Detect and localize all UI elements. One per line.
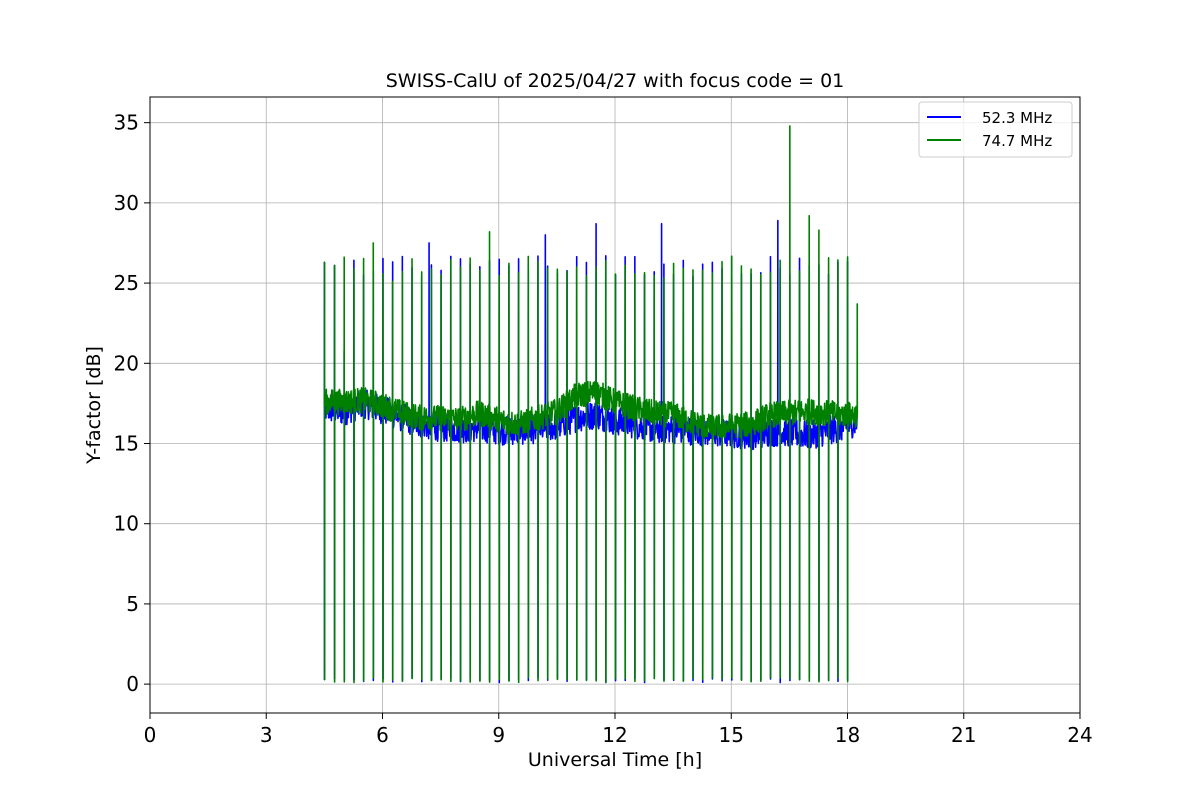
y-tick-label: 35 (114, 111, 139, 135)
legend: 52.3 MHz 74.7 MHz (918, 101, 1073, 158)
legend-box (918, 101, 1073, 158)
y-tick-label: 25 (114, 271, 139, 295)
x-tick-label: 12 (602, 723, 627, 747)
series-line-74-7-mhz (323, 125, 859, 684)
x-tick-label: 18 (835, 723, 860, 747)
x-tick-label: 21 (951, 723, 976, 747)
x-tick-label: 0 (144, 723, 157, 747)
y-tick-label: 30 (114, 191, 139, 215)
x-tick-label: 15 (719, 723, 744, 747)
legend-label-74-7: 74.7 MHz (982, 132, 1052, 150)
x-tick-label: 3 (260, 723, 273, 747)
y-axis-label: Y-factor [dB] (83, 346, 105, 465)
y-tick-label: 15 (114, 432, 139, 456)
y-tick-label: 5 (126, 592, 139, 616)
y-tick-label: 20 (114, 351, 139, 375)
x-tick-label: 6 (376, 723, 389, 747)
series-layer (323, 125, 859, 684)
legend-label-52-3: 52.3 MHz (982, 109, 1052, 127)
x-tick-label: 24 (1067, 723, 1092, 747)
y-tick-label: 10 (114, 512, 139, 536)
chart-title: SWISS-CalU of 2025/04/27 with focus code… (386, 70, 845, 92)
x-tick-label: 9 (492, 723, 505, 747)
x-axis-label: Universal Time [h] (528, 749, 702, 771)
y-tick-label: 0 (126, 672, 139, 696)
series-line-52-3-mhz (323, 219, 858, 684)
axis-ticks: 0 3 6 9 12 15 18 21 24 0 5 10 15 20 25 30 35 (114, 111, 1093, 747)
